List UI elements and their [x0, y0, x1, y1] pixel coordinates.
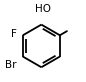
Text: HO: HO — [35, 4, 51, 14]
Text: F: F — [11, 29, 17, 39]
Text: Br: Br — [5, 60, 17, 70]
